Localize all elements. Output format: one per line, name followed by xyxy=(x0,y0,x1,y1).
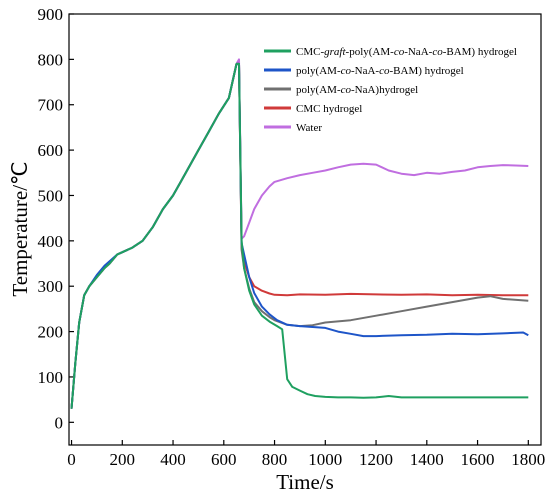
x-tick-label: 0 xyxy=(67,450,76,469)
x-tick-label: 200 xyxy=(110,450,136,469)
y-tick-label: 100 xyxy=(38,368,64,387)
legend: CMC-graft-poly(AM-co-NaA-co-BAM) hydroge… xyxy=(264,46,517,134)
y-tick-label: 800 xyxy=(38,50,64,69)
x-tick-label: 1600 xyxy=(461,450,495,469)
axis-ticks: 0 200 400 600 800 1000 1200 1400 1600 1800 0 100 200… xyxy=(38,5,546,469)
x-tick-label: 600 xyxy=(211,450,237,469)
x-tick-label: 1800 xyxy=(511,450,545,469)
plot-frame xyxy=(68,13,542,446)
y-tick-label: 300 xyxy=(38,277,64,296)
series-line-3 xyxy=(70,62,529,409)
y-tick-label: 400 xyxy=(38,232,64,251)
y-tick-label: 900 xyxy=(38,5,64,24)
series-line-1 xyxy=(70,62,529,409)
legend-label: poly(AM-co-NaA-co-BAM) hydrogel xyxy=(296,65,464,77)
y-tick-label: 700 xyxy=(38,96,64,115)
y-tick-label: 200 xyxy=(38,323,64,342)
series-line-2 xyxy=(70,62,529,409)
x-tick-label: 1400 xyxy=(410,450,444,469)
x-tick-label: 800 xyxy=(262,450,288,469)
x-axis-title: Time/s xyxy=(276,470,334,494)
legend-label: CMC-graft-poly(AM-co-NaA-co-BAM) hydroge… xyxy=(296,46,517,58)
legend-label: CMC hydrogel xyxy=(296,103,362,115)
legend-label: Water xyxy=(296,122,322,134)
series-layer xyxy=(70,58,529,409)
y-tick-label: 600 xyxy=(38,141,64,160)
x-tick-label: 400 xyxy=(160,450,186,469)
legend-label: poly(AM-co-NaA)hydrogel xyxy=(296,84,418,96)
series-line-0 xyxy=(70,62,529,409)
y-tick-label: 0 xyxy=(55,413,64,432)
y-tick-label: 500 xyxy=(38,186,64,205)
x-tick-label: 1200 xyxy=(359,450,393,469)
y-axis-title: Temperature/℃ xyxy=(8,161,32,296)
x-tick-label: 1000 xyxy=(308,450,342,469)
